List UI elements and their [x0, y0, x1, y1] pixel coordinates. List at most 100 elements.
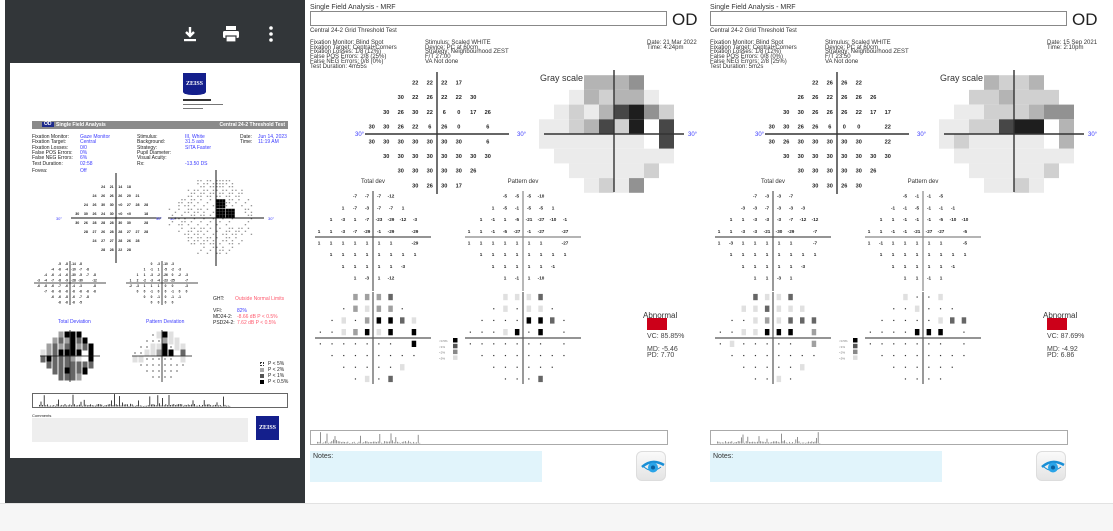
total-prob-symbol — [64, 331, 70, 339]
threshold-value: 24 — [101, 185, 105, 189]
grayscale-cell — [614, 163, 629, 179]
pattern-prob-dot — [928, 308, 930, 310]
pattern-dev-value: 1 — [964, 252, 967, 257]
total-dev-value: 1 — [330, 229, 333, 234]
grayscale-cell — [614, 75, 629, 90]
pattern-dev-value: -1 — [927, 194, 932, 199]
grayscale-dot — [184, 218, 186, 220]
pattern-prob-dot — [939, 308, 942, 310]
pattern-dev-value: -23 — [163, 278, 168, 282]
grayscale-dot — [193, 243, 196, 245]
pattern-prob-dot — [164, 358, 166, 360]
total-dev-value: -3 — [729, 240, 734, 245]
grayscale-cell — [999, 89, 1014, 105]
total-prob-dot — [401, 354, 403, 357]
threshold-value: 27 — [110, 239, 114, 243]
gaze-bar — [119, 396, 120, 407]
grayscale-dot — [206, 208, 209, 210]
grayscale-dot — [231, 199, 234, 201]
total-dev-value: -3 — [765, 194, 770, 199]
grayscale-dot — [190, 227, 193, 229]
field-value: Central — [80, 139, 97, 146]
grayscale-dot — [231, 227, 234, 229]
grayscale-dot — [181, 221, 183, 223]
total-prob-dot — [801, 354, 803, 357]
download-icon[interactable] — [180, 24, 200, 44]
grayscale-dot — [241, 192, 243, 194]
grayscale-cell — [1014, 104, 1029, 120]
test-info: Test Duration: 4m55s — [310, 63, 367, 70]
grayscale-cell — [569, 134, 584, 149]
grayscale-dot — [206, 189, 209, 191]
pattern-prob-symbol — [914, 305, 920, 312]
threshold-value: 22 — [412, 81, 418, 87]
pattern-prob-dot — [928, 319, 930, 322]
total-prob-dot — [401, 308, 403, 310]
pattern-dev-value: 1 — [880, 217, 883, 222]
total-dev-value: -4 — [72, 284, 75, 288]
grayscale-cell — [1014, 163, 1029, 179]
total-dev-value: -3 — [365, 205, 370, 210]
grayscale-dot — [231, 218, 234, 220]
grayscale-dot — [231, 246, 234, 248]
pattern-dev-value: 0 — [165, 300, 167, 304]
patient-name-field[interactable] — [710, 11, 1067, 26]
grayscale-dot — [197, 195, 199, 197]
gaze-bar — [318, 441, 320, 444]
print-icon[interactable] — [221, 24, 241, 44]
grayscale-dot — [206, 183, 209, 185]
gaze-bar — [409, 441, 411, 444]
patient-name-field[interactable] — [310, 11, 667, 26]
eye-app-icon[interactable] — [636, 451, 666, 481]
threshold-value: 26 — [783, 139, 789, 145]
grayscale-cell — [1029, 119, 1044, 134]
grayscale-cell — [584, 148, 599, 164]
test-info: Stimulus: Scaled WHITE — [425, 40, 491, 46]
eye-app-icon[interactable] — [1036, 451, 1066, 481]
grayscale-cell — [569, 89, 584, 105]
grayscale-dot — [225, 208, 229, 212]
gaze-bar — [202, 404, 203, 407]
pattern-prob-dot — [951, 308, 953, 310]
pattern-dev-value: -1 — [491, 229, 496, 234]
gaze-bar — [408, 440, 409, 444]
grayscale-dot — [181, 199, 183, 201]
total-prob-symbol — [764, 317, 770, 324]
grayscale-cell — [644, 163, 659, 179]
grayscale-dot — [225, 224, 228, 226]
total-dev-value: 1 — [342, 264, 345, 269]
test-info: Device: PC at 60cm — [425, 44, 479, 51]
gaze-bar — [71, 405, 72, 407]
axis-30-label: 30° — [268, 216, 274, 221]
notes-field[interactable]: Notes: — [710, 451, 942, 482]
gaze-bar — [55, 405, 56, 407]
pattern-prob-dot — [516, 319, 518, 322]
status-label: Abnormal — [1043, 311, 1078, 320]
grayscale-dot — [244, 211, 247, 213]
pattern-prob-dot — [158, 358, 160, 360]
pattern-prob-dot — [963, 331, 965, 333]
total-prob-symbol — [82, 343, 88, 351]
gaze-bar — [131, 404, 133, 407]
pattern-prob-dot — [928, 296, 930, 298]
test-info: Fixation Target: Central+Corners — [710, 44, 797, 51]
threshold-value: 30 — [827, 183, 833, 189]
pattern-prob-dot — [563, 331, 565, 333]
gaze-bar — [363, 442, 365, 444]
gaze-bar — [352, 442, 353, 444]
total-dev-value: -7 — [86, 273, 89, 277]
pattern-prob-dot — [916, 296, 918, 298]
gaze-bar — [357, 442, 358, 444]
more-vert-icon[interactable] — [261, 24, 281, 44]
grayscale-dot — [235, 230, 237, 232]
field-value: SITA Faster — [185, 144, 212, 151]
pattern-prob-symbol — [903, 293, 908, 301]
total-prob-symbol — [776, 329, 782, 336]
pattern-prob-dot — [516, 354, 518, 357]
total-dev-value: 1 — [402, 252, 405, 257]
notes-field[interactable]: Notes: — [310, 451, 542, 482]
gaze-bar — [165, 404, 167, 407]
field-value: -13.50 DS — [185, 160, 208, 167]
total-prob-symbol — [400, 364, 405, 371]
pattern-prob-symbol — [168, 349, 174, 357]
